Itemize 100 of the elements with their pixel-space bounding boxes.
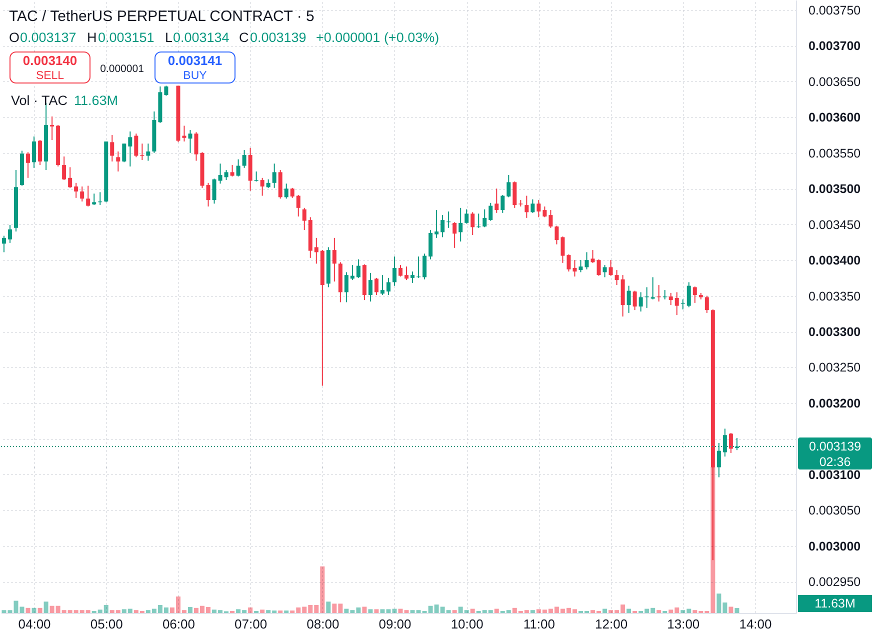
candlestick xyxy=(242,150,246,168)
bar xyxy=(602,608,608,613)
candlestick xyxy=(272,163,276,188)
x-tick-label: 05:00 xyxy=(90,616,123,632)
bar xyxy=(728,606,734,613)
candlestick xyxy=(482,208,487,228)
candlestick xyxy=(398,264,403,277)
candlestick xyxy=(434,210,439,238)
candlestick xyxy=(8,224,12,244)
candlestick xyxy=(524,195,529,218)
candlestick xyxy=(50,116,54,141)
candlestick xyxy=(470,212,475,236)
annotation: 0.003137 xyxy=(20,30,76,45)
candlestick xyxy=(68,166,72,188)
candlestick xyxy=(704,295,709,314)
candlestick xyxy=(116,150,120,172)
candlestick xyxy=(596,258,601,276)
bar xyxy=(248,607,253,613)
candlestick xyxy=(194,132,198,162)
candlestick xyxy=(344,272,348,303)
candlestick xyxy=(146,143,150,162)
candlestick xyxy=(26,152,30,178)
candlestick xyxy=(392,256,396,286)
candlestick xyxy=(332,237,336,282)
candlestick xyxy=(140,143,144,161)
candlestick xyxy=(608,260,613,276)
candlestick xyxy=(386,277,390,296)
candlestick xyxy=(560,236,565,264)
bar xyxy=(260,610,265,613)
y-tick-label: 0.003350 xyxy=(808,289,861,304)
candlestick xyxy=(356,258,360,278)
text: TAC / TetherUS PERPETUAL CONTRACT · 5 xyxy=(9,8,314,25)
ref-line-label: 0.003139 xyxy=(808,440,862,454)
y-tick-label: 0.003650 xyxy=(808,74,861,89)
candlestick xyxy=(32,136,36,168)
candlestick xyxy=(290,187,294,198)
x-tick-label: 10:00 xyxy=(450,616,484,632)
candlestick xyxy=(404,266,409,281)
y-tick-label: 0.003500 xyxy=(808,182,861,196)
y-tick-label: 0.003050 xyxy=(808,504,861,518)
candlestick xyxy=(464,208,469,224)
bar xyxy=(530,610,535,613)
candlestick xyxy=(542,206,547,218)
candlestick xyxy=(296,194,300,217)
bar xyxy=(494,608,499,613)
candlestick xyxy=(440,214,445,238)
candlestick xyxy=(614,270,619,286)
bar xyxy=(26,608,30,613)
bar xyxy=(362,606,367,613)
candlestick xyxy=(80,186,84,202)
bar xyxy=(20,606,24,613)
candlestick xyxy=(692,286,697,304)
candlestick xyxy=(212,178,216,204)
candlestick xyxy=(512,180,517,208)
candlestick xyxy=(284,183,288,200)
bar xyxy=(374,609,379,613)
candlestick xyxy=(530,198,535,214)
candlestick xyxy=(422,253,427,280)
candlestick xyxy=(668,292,673,306)
text: Vol · TAC xyxy=(11,93,68,108)
bar xyxy=(188,607,192,613)
candlestick xyxy=(536,200,541,218)
candlestick xyxy=(224,170,228,181)
candlestick xyxy=(500,194,505,214)
y-tick-label: 0.003700 xyxy=(808,39,861,54)
annotation: C xyxy=(239,30,249,45)
y-tick-label: 0.003300 xyxy=(808,325,861,340)
candlestick xyxy=(572,260,577,277)
bar xyxy=(32,608,36,613)
candlestick xyxy=(638,292,643,312)
bar xyxy=(368,609,373,613)
annotation: 0.003151 xyxy=(98,30,154,45)
candlestick xyxy=(218,163,222,184)
candlestick xyxy=(674,292,679,316)
candlestick xyxy=(488,202,493,222)
candlestick xyxy=(590,250,595,264)
annotation: BUY xyxy=(183,70,208,82)
annotation: 0.003134 xyxy=(173,30,230,45)
candlestick xyxy=(650,276,655,300)
candlestick xyxy=(134,133,138,158)
candlestick xyxy=(368,272,372,302)
y-tick-label: 0.003550 xyxy=(808,146,861,160)
candlestick xyxy=(188,130,192,154)
x-tick-label: 11:00 xyxy=(523,616,555,632)
candlestick xyxy=(92,193,96,206)
y-tick-label: 0.003400 xyxy=(808,254,861,268)
candlestick xyxy=(74,182,78,198)
candlestick xyxy=(206,182,210,207)
y-tick-label: 0.003450 xyxy=(808,218,861,232)
candlestick xyxy=(548,210,553,228)
x-tick-label: 14:00 xyxy=(739,616,772,632)
candlestick xyxy=(728,432,733,454)
bar xyxy=(656,610,662,613)
candlestick xyxy=(626,285,631,314)
candlestick xyxy=(128,130,132,167)
x-tick-label: 07:00 xyxy=(234,616,268,632)
x-tick-label: 06:00 xyxy=(162,616,195,632)
annotation: 0.000001 xyxy=(100,63,144,75)
bar xyxy=(470,608,475,613)
candlestick xyxy=(302,207,306,231)
